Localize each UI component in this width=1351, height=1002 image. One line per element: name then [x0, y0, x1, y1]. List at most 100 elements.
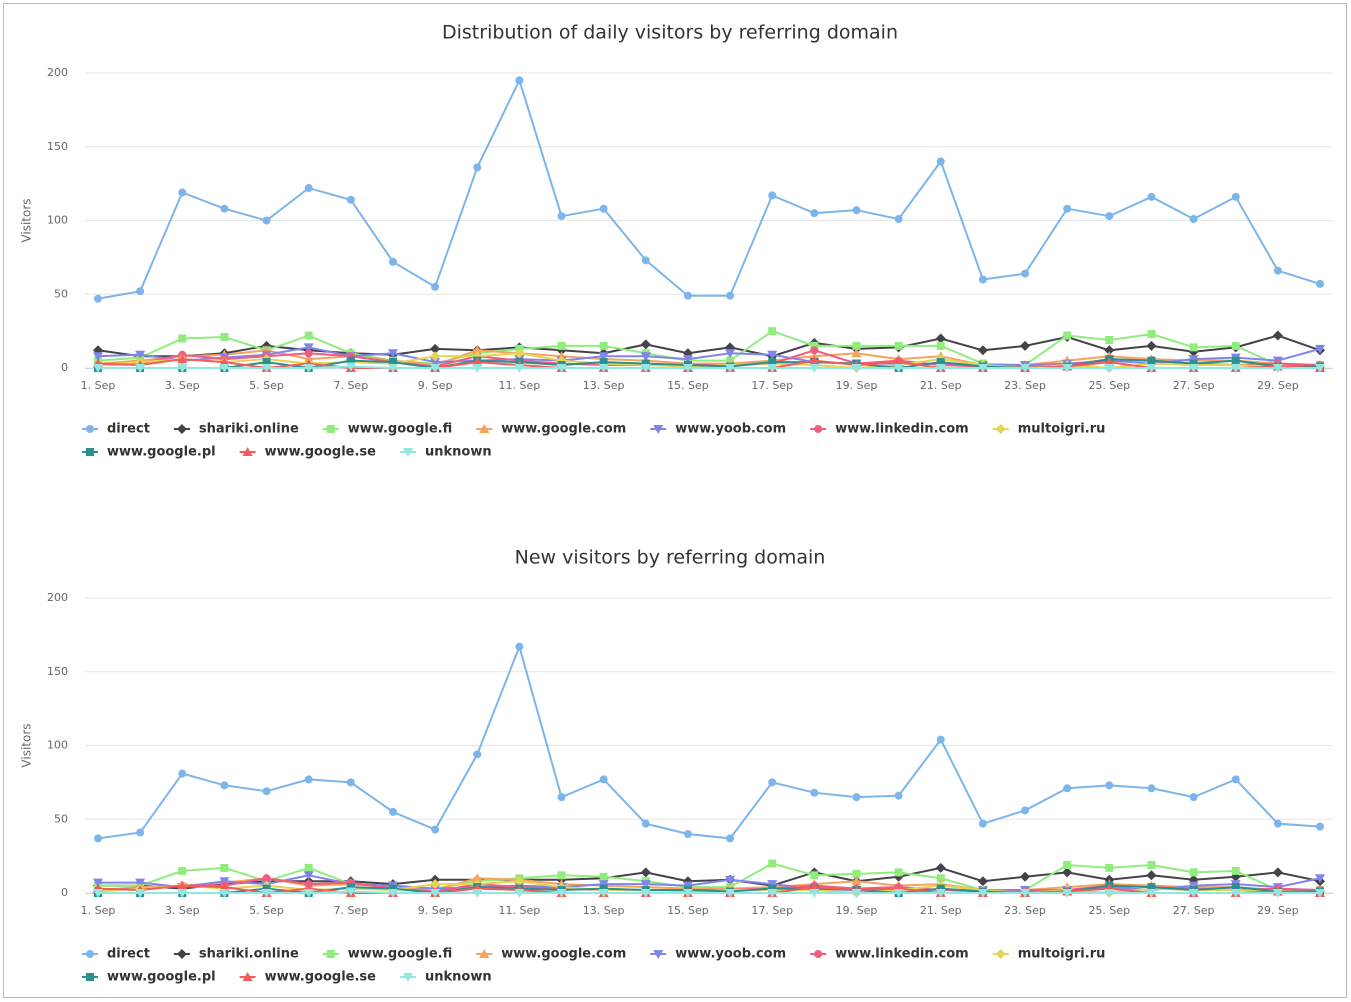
x-tick-label: 27. Sep — [1173, 904, 1215, 917]
x-tick-label: 19. Sep — [836, 379, 878, 392]
marker — [640, 880, 651, 890]
marker — [852, 341, 861, 350]
marker — [514, 876, 525, 887]
legend-item: www.google.fi — [322, 422, 452, 437]
marker — [935, 364, 946, 373]
marker — [262, 358, 271, 367]
legend-label: unknown — [425, 970, 492, 985]
marker — [136, 287, 145, 296]
marker — [1189, 793, 1198, 802]
marker — [1147, 883, 1156, 892]
marker — [177, 364, 188, 373]
marker — [814, 425, 823, 433]
legend-item: www.google.se — [239, 970, 376, 985]
marker — [178, 188, 187, 197]
marker — [1020, 340, 1031, 351]
marker — [893, 364, 904, 373]
marker — [326, 425, 335, 433]
marker — [809, 889, 820, 898]
marker — [93, 889, 103, 898]
marker — [1188, 889, 1199, 898]
marker — [473, 163, 482, 172]
marker — [515, 76, 524, 85]
y-tick-label: 150 — [47, 140, 68, 153]
marker — [1063, 204, 1072, 213]
marker — [388, 358, 397, 367]
y-tick-label: 0 — [61, 886, 68, 899]
marker — [1146, 364, 1157, 373]
marker — [767, 364, 778, 373]
marker — [851, 364, 862, 373]
x-tick-label: 11. Sep — [499, 904, 541, 917]
marker — [1104, 357, 1115, 367]
marker — [303, 343, 314, 353]
marker — [1021, 806, 1030, 815]
marker — [1272, 330, 1283, 341]
series-line — [98, 862, 1320, 892]
marker — [135, 878, 146, 888]
marker — [86, 973, 94, 981]
legend-label: unknown — [425, 445, 492, 460]
marker — [304, 775, 313, 784]
marker — [1273, 819, 1282, 828]
marker — [768, 358, 777, 367]
marker — [262, 216, 271, 225]
marker — [86, 950, 94, 958]
y-tick-label: 150 — [47, 665, 68, 678]
marker — [220, 333, 229, 342]
marker — [810, 346, 819, 355]
x-tick-label: 15. Sep — [667, 904, 709, 917]
marker — [1147, 330, 1156, 339]
marker — [977, 345, 988, 356]
marker — [599, 358, 608, 367]
legend-item: www.linkedin.com — [810, 422, 969, 437]
marker — [303, 871, 314, 881]
marker — [1315, 874, 1325, 884]
marker — [479, 949, 490, 958]
marker — [1146, 889, 1157, 898]
marker — [809, 355, 820, 365]
series — [94, 642, 1324, 843]
x-tick-label: 9. Sep — [418, 904, 453, 917]
legend-item: www.linkedin.com — [810, 947, 969, 962]
marker — [430, 351, 441, 362]
x-tick-label: 9. Sep — [418, 379, 453, 392]
marker — [1020, 889, 1031, 898]
marker — [346, 778, 355, 787]
marker — [430, 879, 441, 890]
legend-label: www.google.fi — [348, 947, 452, 962]
marker — [1188, 364, 1199, 373]
x-tick-label: 5. Sep — [249, 904, 284, 917]
marker — [220, 204, 229, 213]
marker — [178, 866, 187, 875]
marker — [653, 425, 664, 434]
legend-label: shariki.online — [199, 422, 299, 437]
x-tick-label: 7. Sep — [333, 904, 368, 917]
marker — [261, 364, 272, 373]
marker — [557, 212, 566, 221]
marker — [135, 889, 146, 898]
series-line — [97, 77, 1321, 300]
legend-label: www.google.com — [501, 947, 626, 962]
marker — [852, 206, 861, 215]
y-tick-label: 200 — [47, 66, 68, 79]
y-tick-label: 200 — [47, 591, 68, 604]
marker — [472, 357, 483, 367]
marker — [599, 204, 608, 213]
marker — [1021, 269, 1030, 278]
marker — [1231, 866, 1240, 875]
marker — [135, 350, 146, 360]
marker — [768, 859, 777, 868]
legend-item: shariki.online — [173, 422, 299, 437]
marker — [557, 871, 566, 880]
marker — [768, 191, 777, 200]
legend-item: unknown — [399, 970, 492, 985]
marker — [893, 357, 904, 367]
legend-item: unknown — [399, 445, 492, 460]
marker — [1231, 341, 1240, 350]
legend-item: www.google.com — [476, 422, 626, 437]
y-tick-label: 0 — [61, 361, 68, 374]
marker — [810, 871, 819, 880]
y-tick-label: 50 — [54, 287, 68, 300]
